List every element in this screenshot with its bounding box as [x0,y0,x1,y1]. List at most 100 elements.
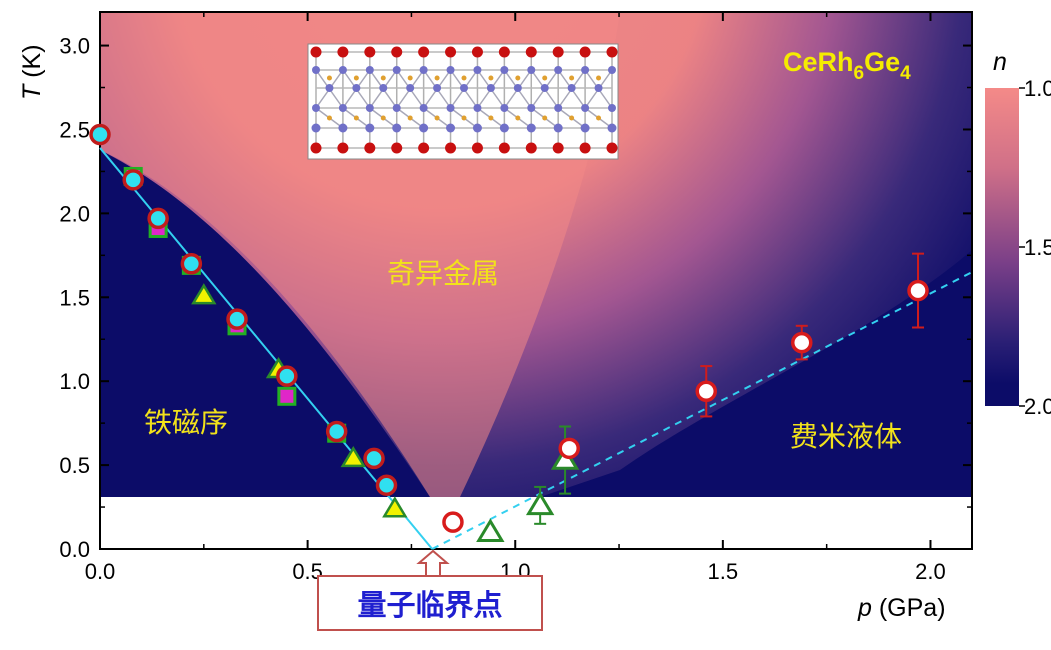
colorbar-tick-label: 2.0 [1024,394,1051,419]
ge-atom [515,115,521,121]
ce-atom [337,46,349,58]
triangle-marker [382,496,408,518]
rh-atom [513,84,522,92]
ce-atom [525,142,537,154]
rh-atom [392,123,402,133]
ge-atom [434,75,440,81]
ge-atom [353,75,359,81]
ge-atom [407,75,413,81]
x-axis-title: p (GPa) [857,594,946,622]
ge-atom [326,115,332,121]
ce-atom [552,142,564,154]
ce-atom [525,46,537,58]
y-tick-label: 2.0 [59,201,90,226]
rh-atom [540,84,549,92]
ce-atom [552,46,564,58]
rh-atom [392,104,401,112]
y-tick-label: 0.5 [59,453,90,478]
rh-atom [365,123,375,133]
quantum-critical-point-callout: 量子临界点 [317,575,543,631]
rh-atom [473,104,482,112]
ce-atom [471,46,483,58]
ge-atom [353,115,359,121]
rh-atom [406,84,415,92]
ce-atom [364,142,376,154]
y-tick-label: 3.0 [59,34,90,59]
quantum-critical-point-label: 量子临界点 [357,588,503,622]
circle-marker [276,365,298,387]
rh-atom [580,123,590,133]
ce-atom [606,142,618,154]
open-circle-marker [695,380,717,403]
ferromagnet-label: 铁磁序 [144,406,228,439]
ge-atom [569,75,575,81]
x-axis: 0.0 0.5 1.0 1.5 2.0 [85,12,946,584]
ce-atom [310,46,322,58]
rh-atom [312,66,320,74]
rh-atom [526,123,536,133]
rh-atom [553,123,563,133]
rh-atom [338,123,348,133]
compound-label: CeRh6Ge4 [783,47,911,84]
rh-atom [365,104,374,112]
y-axis-title: T (K) [18,44,46,100]
strange-metal-label: 奇异金属 [387,257,499,290]
rh-atom [500,66,509,74]
plot-frame [99,11,973,550]
rh-atom [338,104,347,112]
triangle-marker [340,445,367,468]
ce-atom [579,142,591,154]
open-circle-marker [442,511,464,533]
rh-atom [460,84,468,92]
colorbar: n 1.0 1.5 2.0 [985,48,1051,419]
rh-atom [500,104,509,112]
ge-atom [515,75,521,81]
ge-atom [326,75,332,81]
rh-atom [527,104,536,112]
rh-atom [567,84,576,92]
rh-atom [419,104,428,112]
ce-atom [391,142,403,154]
rh-atom [594,84,603,92]
colorbar-tick-label: 1.0 [1024,76,1051,101]
y-tick-label: 1.5 [59,285,90,310]
x-tick-label: 2.0 [915,559,946,584]
rh-atom [581,104,590,112]
open-triangle-marker [476,518,505,542]
ce-atom [606,46,618,58]
colorbar-gradient [985,88,1019,406]
rh-atom [499,123,509,133]
x-tick-label: 1.5 [708,559,739,584]
ge-atom [488,75,494,81]
rh-atom [554,66,563,74]
circle-marker [325,420,348,443]
rh-atom [419,66,428,74]
ge-atom [488,115,494,121]
rh-atom [311,123,321,133]
rh-atom [608,66,616,74]
circle-marker [122,169,144,191]
rh-atom [486,84,495,92]
rh-atom [446,123,456,133]
fermi-liquid-fit-line [431,271,973,550]
circle-marker [89,123,111,146]
y-tick-label: 2.5 [59,117,90,142]
data-markers [89,123,929,542]
ce-atom [445,142,457,154]
colorbar-title: n [993,48,1007,76]
circle-marker [363,447,385,470]
ge-atom [596,115,602,121]
colorbar-tick-label: 1.5 [1024,235,1051,260]
qcp-arrow-icon [416,549,450,577]
ce-atom [418,142,430,154]
rh-atom [446,66,455,74]
open-circle-marker [791,331,813,354]
ge-atom [542,115,548,121]
y-tick-label: 1.0 [59,369,90,394]
ce-atom [579,46,591,58]
ce-atom [391,46,403,58]
rh-atom [325,84,334,92]
ce-atom [337,142,349,154]
circle-marker [180,252,203,275]
ge-atom [380,115,386,121]
